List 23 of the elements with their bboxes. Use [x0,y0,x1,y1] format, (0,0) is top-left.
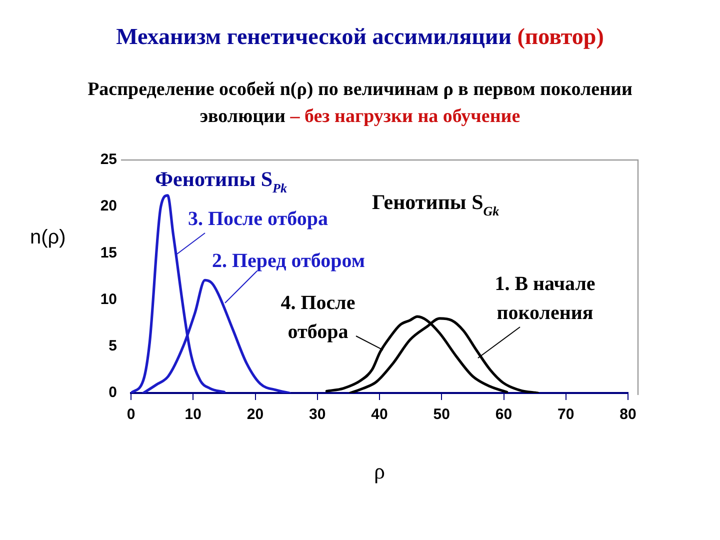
y-tick-label: 5 [108,338,117,355]
x-tick-label: 20 [246,406,264,424]
x-tick-label: 30 [309,406,326,424]
chart-subtitle: Распределение особей n(ρ) по величинам ρ в первом поколении эволюции – без нагрузки на обучение [86,78,634,129]
x-tick-label: 50 [433,406,450,424]
x-tick-label: 0 [126,406,136,424]
y-tick-label: 20 [100,198,117,215]
x-tick-label: 40 [371,406,388,424]
series-label: 3. После отбора [188,208,328,230]
y-axis-title: n(ρ) [30,226,66,249]
chart-title: Механизм генетической ассимиляции (повтор) [115,24,605,50]
series-label: 4. После отбора [280,292,356,344]
y-tick-label: 10 [100,290,117,308]
y-tick-label: 0 [108,384,117,402]
x-tick-label: 70 [558,406,574,424]
x-tick-label: 80 [620,406,636,424]
x-tick-label: 60 [495,406,512,424]
x-axis-title: ρ [374,458,386,484]
x-tick-label: 10 [184,406,202,424]
y-tick-label: 15 [100,244,117,262]
series-label: 2. Перед отбором [212,250,365,272]
series-label: 1. В начале поколения [494,273,596,324]
y-tick-label: 25 [100,151,117,168]
